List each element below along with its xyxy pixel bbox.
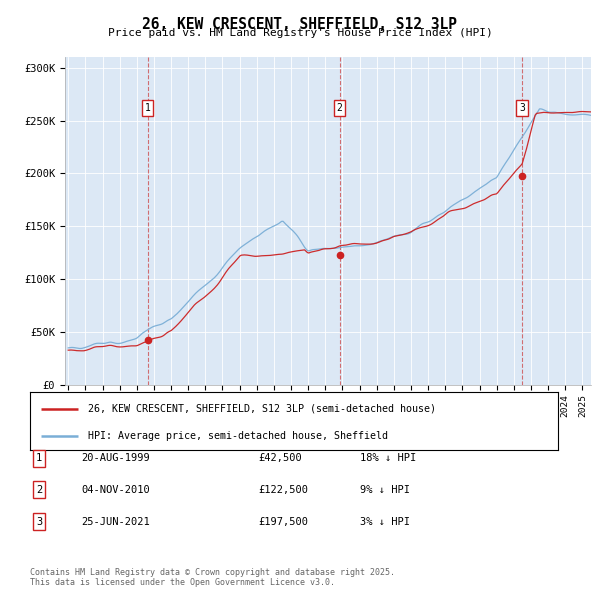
Text: 26, KEW CRESCENT, SHEFFIELD, S12 3LP (semi-detached house): 26, KEW CRESCENT, SHEFFIELD, S12 3LP (se… [88, 404, 436, 414]
Text: £122,500: £122,500 [258, 485, 308, 494]
Text: HPI: Average price, semi-detached house, Sheffield: HPI: Average price, semi-detached house,… [88, 431, 388, 441]
Text: 20-AUG-1999: 20-AUG-1999 [81, 454, 150, 463]
Text: 1: 1 [36, 454, 42, 463]
Text: 3: 3 [519, 103, 525, 113]
Text: 26, KEW CRESCENT, SHEFFIELD, S12 3LP: 26, KEW CRESCENT, SHEFFIELD, S12 3LP [143, 17, 458, 31]
Text: 3% ↓ HPI: 3% ↓ HPI [360, 517, 410, 526]
Text: 25-JUN-2021: 25-JUN-2021 [81, 517, 150, 526]
Text: 2: 2 [337, 103, 343, 113]
Text: 04-NOV-2010: 04-NOV-2010 [81, 485, 150, 494]
Text: 9% ↓ HPI: 9% ↓ HPI [360, 485, 410, 494]
Text: £197,500: £197,500 [258, 517, 308, 526]
Text: 18% ↓ HPI: 18% ↓ HPI [360, 454, 416, 463]
Text: 2: 2 [36, 485, 42, 494]
Text: Contains HM Land Registry data © Crown copyright and database right 2025.
This d: Contains HM Land Registry data © Crown c… [30, 568, 395, 587]
Text: 3: 3 [36, 517, 42, 526]
Text: 1: 1 [145, 103, 151, 113]
Text: Price paid vs. HM Land Registry's House Price Index (HPI): Price paid vs. HM Land Registry's House … [107, 28, 493, 38]
Text: £42,500: £42,500 [258, 454, 302, 463]
